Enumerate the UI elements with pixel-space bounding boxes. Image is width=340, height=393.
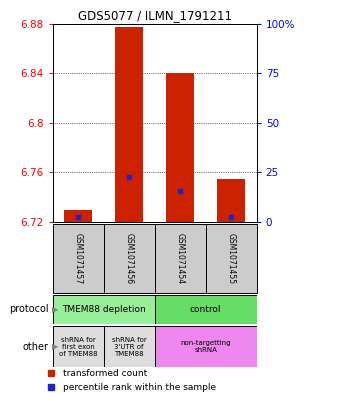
Bar	[104, 326, 155, 367]
Text: percentile rank within the sample: percentile rank within the sample	[63, 383, 216, 392]
Bar	[104, 224, 155, 293]
Text: GSM1071454: GSM1071454	[176, 233, 185, 284]
Text: ▶: ▶	[52, 342, 58, 351]
Bar	[64, 209, 92, 222]
Text: shRNA for
first exon
of TMEM88: shRNA for first exon of TMEM88	[59, 337, 98, 357]
Bar	[155, 326, 257, 367]
Bar	[53, 295, 155, 324]
Text: control: control	[190, 305, 221, 314]
Bar	[217, 179, 245, 222]
Bar	[206, 224, 257, 293]
Bar	[155, 224, 206, 293]
Bar	[53, 326, 104, 367]
Title: GDS5077 / ILMN_1791211: GDS5077 / ILMN_1791211	[78, 9, 232, 22]
Bar	[155, 295, 257, 324]
Bar	[115, 27, 143, 222]
Bar	[53, 224, 104, 293]
Text: other: other	[23, 342, 49, 352]
Text: shRNA for
3'UTR of
TMEM88: shRNA for 3'UTR of TMEM88	[112, 337, 147, 357]
Bar	[166, 73, 194, 222]
Text: protocol: protocol	[9, 305, 49, 314]
Text: non-targetting
shRNA: non-targetting shRNA	[181, 340, 231, 353]
Text: ▶: ▶	[52, 305, 58, 314]
Text: TMEM88 depletion: TMEM88 depletion	[62, 305, 146, 314]
Text: GSM1071455: GSM1071455	[227, 233, 236, 284]
Text: GSM1071457: GSM1071457	[74, 233, 83, 284]
Text: transformed count: transformed count	[63, 369, 147, 378]
Text: GSM1071456: GSM1071456	[125, 233, 134, 284]
